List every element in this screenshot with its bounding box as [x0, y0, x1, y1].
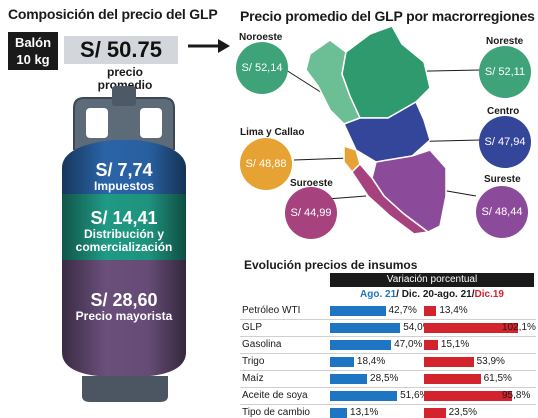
bar-red [424, 340, 438, 350]
row-label: Maíz [242, 373, 264, 384]
bar-red-label: 15,1% [440, 339, 470, 350]
bubble-lima-callao: S/ 48,88 [240, 138, 292, 190]
average-price-caption: precio promedio [90, 66, 160, 92]
period-mid: / Dic. 20-ago. 21/ [396, 289, 475, 300]
mayorista-label: Precio mayorista [75, 309, 173, 323]
impuestos-value: S/ 7,74 [95, 160, 153, 180]
row-label: GLP [242, 322, 263, 333]
segment-label-impuestos: S/ 7,74 Impuestos [62, 160, 186, 193]
distribucion-label: Distribución y [83, 227, 164, 241]
gas-cylinder-illustration [62, 86, 186, 402]
bar-red [424, 391, 513, 401]
bar-red [424, 374, 481, 384]
segment-label-distribucion: S/ 14,41 Distribución y comercialización [62, 208, 186, 254]
region-suroeste [351, 162, 430, 235]
row-label: Petróleo WTI [242, 305, 301, 316]
peru-map [285, 25, 481, 235]
region-label-sureste: Sureste [484, 174, 521, 185]
bar-blue [330, 391, 398, 401]
bar-red [424, 306, 437, 316]
row-label: Aceite de soya [242, 390, 308, 401]
bar-blue-label: 28,5% [370, 373, 399, 384]
bar-blue-label: 42,7% [388, 305, 417, 316]
row-label: Tipo de cambio [242, 407, 310, 418]
bar-red-label: 95,8% [502, 390, 531, 401]
bar-red-label: 23,5% [448, 407, 477, 418]
bar-red-label: 53,9% [476, 356, 505, 367]
table-row: Petróleo WTI 42,7% 13,4% [240, 303, 536, 320]
bar-red-label: 61,5% [483, 373, 512, 384]
bubble-centro: S/ 47,94 [479, 116, 531, 168]
balon-badge: Balón 10 kg [8, 32, 58, 70]
composition-title: Composición del precio del GLP [8, 6, 218, 22]
region-noreste [341, 25, 431, 119]
regions-title: Precio promedio del GLP por macrorregion… [240, 8, 535, 24]
mayorista-value: S/ 28,60 [90, 290, 158, 310]
bar-blue-label: 18,4% [356, 356, 386, 367]
bar-blue-label: 54,0% [403, 322, 432, 333]
distribucion-value: S/ 14,41 [90, 208, 158, 228]
period-red: Dic.19 [474, 289, 504, 300]
region-label-noroeste: Noroeste [239, 32, 283, 43]
region-centro [342, 100, 431, 163]
average-price-value: S/ 50.75 [64, 36, 178, 64]
bar-red-label: 102,1% [502, 322, 536, 333]
caption-line2: promedio [97, 78, 153, 92]
bar-red [424, 357, 474, 367]
balon-line1: Balón [14, 35, 52, 50]
table-row: Maíz 28,5% 61,5% [240, 371, 536, 388]
table-row: Trigo 18,4% 53,9% [240, 354, 536, 371]
table-row: Tipo de cambio 13,1% 23,5% [240, 405, 536, 418]
row-label: Gasolina [242, 339, 282, 350]
bubble-noreste: S/ 52,11 [479, 46, 531, 98]
table-row: GLP 54,0% 102,1% [240, 320, 536, 337]
period-blue: Ago. 21 [360, 289, 397, 300]
balon-line2: 10 kg [16, 52, 50, 67]
bar-blue [330, 374, 368, 384]
bar-red [424, 408, 446, 418]
inputs-table-periods: Ago. 21/ Dic. 20-ago. 21/Dic.19 [330, 289, 534, 300]
distribucion-label2: comercialización [75, 240, 173, 254]
caption-line1: precio [106, 65, 143, 79]
row-label: Trigo [242, 356, 265, 367]
bar-blue [330, 306, 386, 316]
inputs-table-title: Evolución precios de insumos [244, 258, 418, 272]
bar-red [424, 323, 518, 333]
bar-blue [330, 340, 392, 350]
region-label-noreste: Noreste [486, 36, 524, 47]
arrow-right-icon [188, 39, 230, 53]
impuestos-label: Impuestos [93, 179, 154, 193]
table-row: Aceite de soya 51,6% 95,8% [240, 388, 536, 405]
region-label-suroeste: Suroeste [290, 178, 333, 189]
segment-label-mayorista: S/ 28,60 Precio mayorista [62, 290, 186, 323]
bar-blue-label: 13,1% [350, 407, 379, 418]
region-label-lima-callao: Lima y Callao [240, 127, 305, 138]
inputs-table-header: Variación porcentual [330, 273, 534, 287]
bubble-noroeste: S/ 52,14 [236, 42, 288, 94]
bubble-suroeste: S/ 44,99 [285, 187, 337, 239]
bar-blue [330, 323, 401, 333]
bubble-sureste: S/ 48,44 [476, 186, 528, 238]
table-row: Gasolina 47,0% 15,1% [240, 337, 536, 354]
bar-blue [330, 408, 348, 418]
bar-blue [330, 357, 354, 367]
bar-red-label: 13,4% [439, 305, 468, 316]
bar-blue-label: 47,0% [394, 339, 423, 350]
region-label-centro: Centro [487, 106, 520, 117]
bar-blue-label: 51,6% [400, 390, 429, 401]
